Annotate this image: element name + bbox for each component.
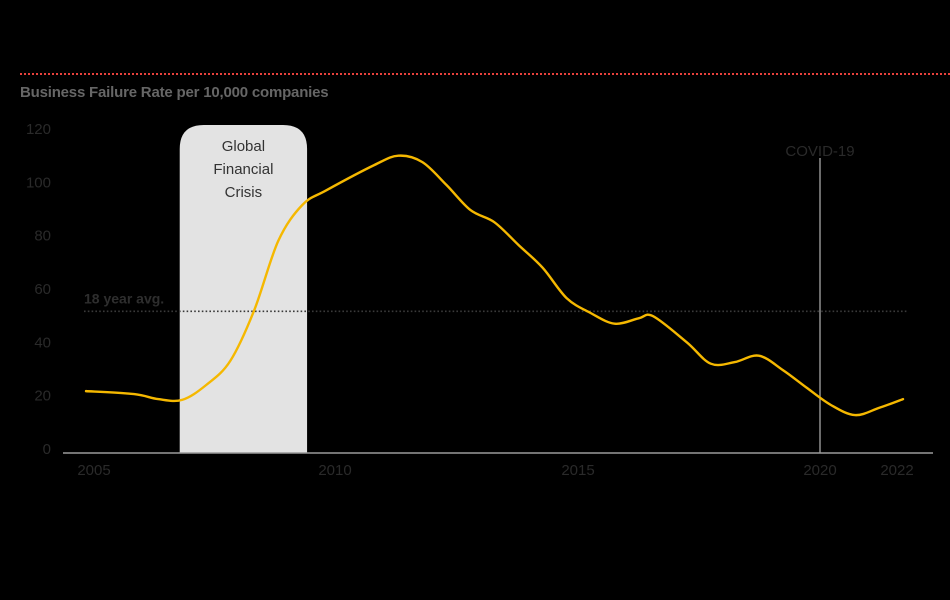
gfc-band: Global Financial Crisis (179, 125, 308, 453)
x-tick-label: 2020 (803, 462, 836, 479)
y-tick-label: 60 (34, 281, 51, 298)
gfc-label-line: Financial (213, 161, 273, 178)
gfc-label-line: Crisis (225, 184, 263, 201)
data-series (84, 154, 905, 417)
x-tick-label: 2005 (77, 462, 110, 479)
y-tick-label: 100 (26, 174, 51, 191)
average-line: 18 year avg. (84, 290, 908, 313)
y-tick-label: 0 (43, 441, 51, 458)
y-tick-label: 20 (34, 388, 51, 405)
y-tick-label: 120 (26, 121, 51, 138)
x-tick-label: 2010 (318, 462, 351, 479)
x-tick-label: 2022 (880, 462, 913, 479)
axes: 0 20 40 60 80 100 120 2005 2010 2015 2020 2022 (26, 121, 933, 479)
covid-marker: COVID-19 (785, 143, 855, 453)
average-label: 18 year avg. (84, 290, 164, 306)
chart-title: Business Failure Rate per 10,000 compani… (20, 84, 329, 101)
y-tick-label: 80 (34, 228, 51, 245)
y-tick-label: 40 (34, 334, 51, 351)
covid-label: COVID-19 (785, 143, 854, 160)
gfc-label-line: Global (222, 138, 265, 155)
x-tick-label: 2015 (561, 462, 594, 479)
gfc-band-shape (179, 125, 308, 453)
top-divider-rule (20, 73, 950, 75)
failure-rate-line (84, 154, 905, 417)
